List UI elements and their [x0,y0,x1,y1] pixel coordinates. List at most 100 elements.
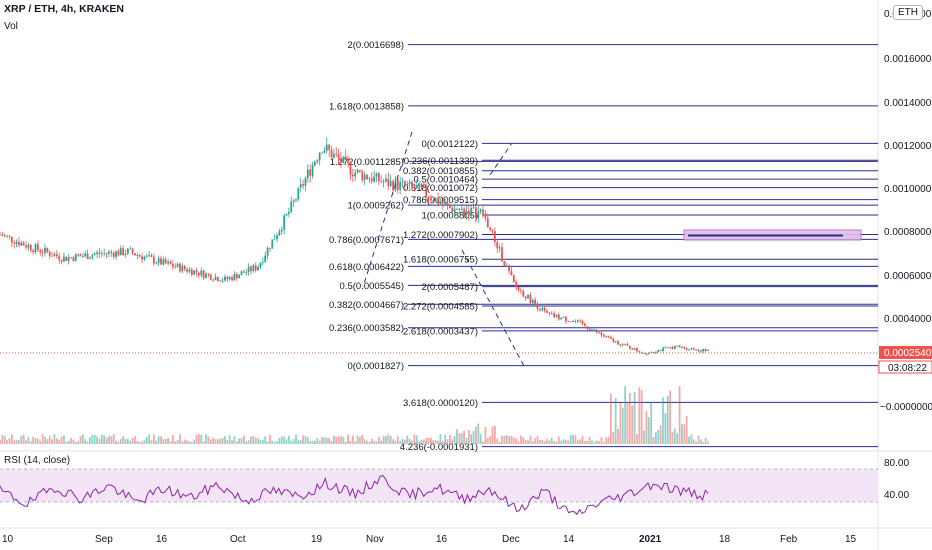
volume-bar [247,440,250,444]
volume-bar [219,438,222,444]
candle-body [569,321,572,323]
volume-bar [593,441,596,444]
candle-body [505,265,508,267]
volume-bar [110,436,113,444]
volume-bar [13,440,16,444]
volume-bar [332,435,335,444]
volume-bar [437,440,439,444]
volume-bar [607,436,610,444]
volume-bar [427,438,430,444]
candle-body [411,181,413,187]
currency-badge[interactable]: ETH [893,5,923,20]
volume-bar [453,436,456,444]
candle-body [216,276,219,282]
volume-bar [479,433,482,444]
candle-body [444,202,447,205]
candle-body [697,349,700,351]
candle-body [347,158,349,164]
fib-right-level-label: 1.618(0.0006755) [403,255,478,266]
volume-bar [162,439,165,444]
fib-right-level-label: 3.618(0.0000120) [403,398,478,409]
volume-bar [467,430,470,444]
volume-bar [482,441,484,444]
volume-bar [6,440,9,444]
candle-body [29,244,32,251]
countdown-label: 03:08:22 [888,363,927,374]
volume-bar [0,440,1,444]
volume-bar [541,440,544,444]
volume-bar [643,430,645,444]
candle-body [676,345,679,347]
candle-body [392,181,394,191]
candle-body [460,208,463,210]
volume-bar [186,440,188,444]
candle-body [186,269,188,272]
candle-body [311,165,314,176]
candle-body [280,229,283,232]
candle-body [278,231,281,236]
candle-body [572,321,574,322]
volume-bar [664,413,667,444]
volume-bar [304,435,307,444]
candle-body [119,248,122,256]
volume-bar [342,436,345,444]
volume-bar [707,441,709,444]
candle-body [235,273,238,279]
candle-body [553,313,555,317]
candle-body [380,181,383,183]
candle-body [503,261,506,266]
candle-body [441,202,444,205]
candles [0,137,709,356]
candle-body [155,262,158,264]
candle-body [32,250,35,253]
volume-bar [370,438,373,444]
volume-bar [404,439,406,444]
candle-body [231,277,233,281]
volume-bar [216,439,219,444]
price-tick: 0.0008000 [884,227,932,238]
volume-bar [174,441,177,444]
volume-bar [167,437,170,444]
volume-bar [117,441,120,444]
candle-body [198,272,200,276]
volume-bar [340,436,342,444]
fib-left-level-label: 2(0.0016698) [347,40,404,51]
volume-bar [415,435,418,444]
candle-body [302,184,304,186]
volume-bar [662,397,664,444]
volume-bar [136,441,139,444]
candle-body [332,153,335,158]
time-tick: 15 [845,534,857,545]
volume-bar [588,436,591,444]
volume-bar [233,436,236,444]
volume-bar [295,434,297,444]
volume-bar [614,397,617,444]
candle-body [25,245,27,248]
price-tick: 0.0012000 [884,141,932,152]
volume-bar [366,440,368,444]
candle-body [368,178,371,180]
volume-bar [205,434,207,444]
volume-bar [591,440,593,444]
volume-bar [671,431,674,444]
volume-bar [475,426,477,444]
volume-bar [276,441,278,444]
candle-body [148,255,151,257]
candle-body [207,273,210,275]
candle-body [385,178,387,182]
volume-bar [93,434,96,444]
candle-body [299,184,302,188]
volume-bar [396,436,399,444]
candle-body [176,263,179,267]
volume-bar [460,433,463,444]
volume-bar [309,441,312,444]
volume-bar [25,440,27,444]
volume-bar [441,441,444,444]
candle-body [560,317,563,320]
candle-body [162,259,165,265]
candle-body [612,338,615,342]
candle-body [297,187,300,200]
candle-body [247,266,250,272]
candle-body [266,247,269,256]
